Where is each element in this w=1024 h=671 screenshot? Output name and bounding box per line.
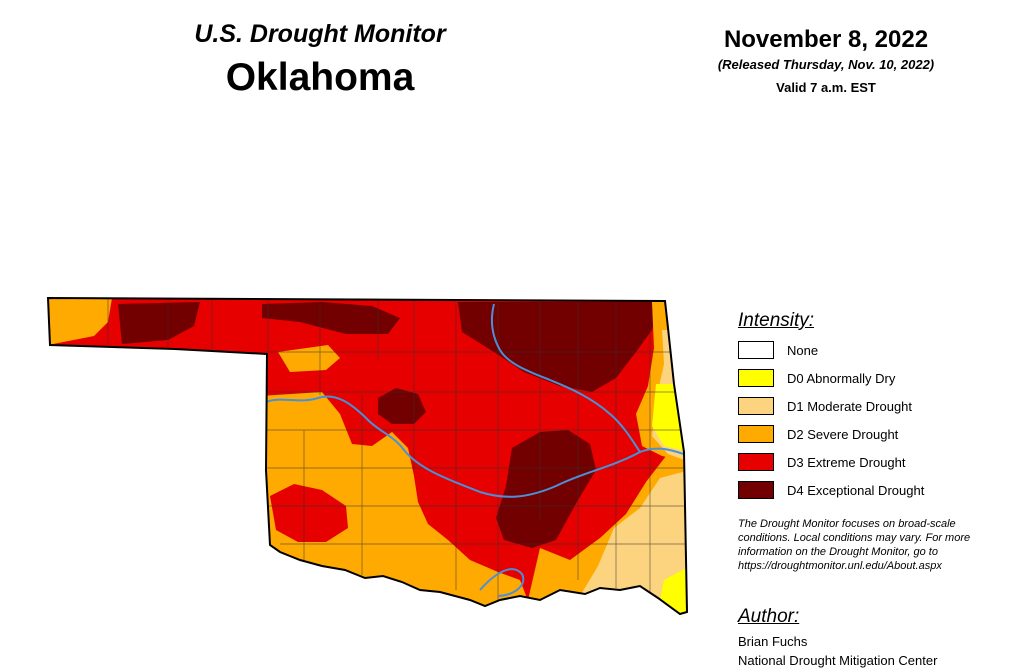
legend-label: D3 Extreme Drought (787, 454, 906, 470)
rivers (265, 303, 687, 597)
legend-item: D1 Moderate Drought (738, 396, 912, 416)
d4-panhandle (118, 302, 200, 344)
legend-swatch (738, 369, 774, 387)
disclaimer: The Drought Monitor focuses on broad-sca… (738, 518, 971, 572)
legend-item: D4 Exceptional Drought (738, 480, 924, 500)
legend-swatch (738, 397, 774, 415)
legend-swatch (738, 341, 774, 359)
legend-item: None (738, 340, 818, 360)
legend-swatch (738, 481, 774, 499)
county-lines (107, 298, 687, 600)
d2-panhandle-west (48, 298, 112, 345)
legend-item: D3 Extreme Drought (738, 452, 906, 472)
legend-title: Intensity: (738, 310, 815, 331)
state-border (46, 296, 689, 616)
d4-north-central (262, 302, 400, 334)
d3-southwest-spot (270, 484, 348, 542)
author-organization: National Drought Mitigation Center (738, 653, 938, 668)
legend-item: D0 Abnormally Dry (738, 368, 895, 388)
legend-item: D2 Severe Drought (738, 424, 898, 444)
state-name: Oklahoma (225, 56, 415, 99)
release-date: (Released Thursday, Nov. 10, 2022) (717, 57, 935, 72)
d0-southeast-corner (654, 566, 687, 614)
map-date: November 8, 2022 (723, 26, 929, 53)
legend-label: D0 Abnormally Dry (787, 370, 896, 386)
legend-label: None (787, 342, 819, 358)
arkansas-river (491, 303, 641, 453)
legend-label: D2 Severe Drought (787, 426, 899, 442)
legend-swatch (738, 453, 774, 471)
drought-map (46, 296, 689, 616)
d4-northeast (458, 302, 660, 392)
legend-swatch (738, 425, 774, 443)
map-title: U.S. Drought Monitor (194, 20, 446, 48)
author-heading: Author: (738, 606, 800, 627)
author-name: Brian Fuchs (738, 634, 808, 649)
lake-texoma (479, 568, 525, 597)
legend-label: D4 Exceptional Drought (787, 482, 925, 498)
canadian-river (265, 395, 687, 498)
valid-time: Valid 7 a.m. EST (776, 80, 876, 95)
legend-label: D1 Moderate Drought (787, 398, 913, 414)
